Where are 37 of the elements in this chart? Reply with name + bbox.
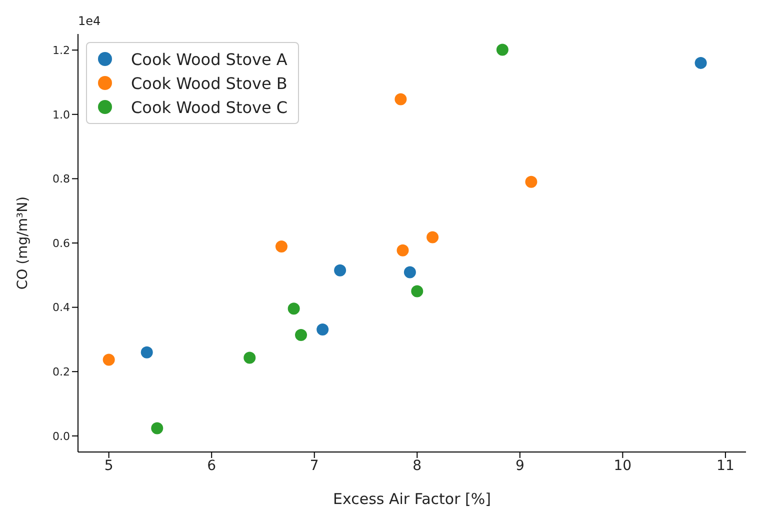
y-tick-label: 0.6 [52, 236, 70, 250]
x-tick-label: 6 [207, 458, 216, 474]
legend-label: Cook Wood Stove C [131, 98, 288, 116]
y-tick-label: 1.0 [52, 108, 70, 122]
point [394, 93, 407, 106]
point [316, 324, 329, 336]
y-tick-label: 0.2 [52, 366, 70, 379]
point [102, 354, 115, 366]
x-tick-label: 5 [104, 458, 114, 474]
point [694, 56, 707, 69]
x-tick-label: 11 [716, 458, 734, 474]
point [496, 44, 508, 56]
point [140, 346, 153, 358]
point [295, 328, 308, 341]
point [288, 302, 300, 315]
point [426, 231, 439, 244]
x-axis-title: Excess Air Factor [%] [333, 490, 491, 508]
legend-label: Cook Wood Stove A [131, 50, 288, 68]
x-tick-label: 8 [412, 458, 422, 474]
y-tick-label: 1.2 [52, 44, 70, 57]
point [525, 176, 538, 188]
y-axis-title: CO (mg/m³N) [14, 196, 31, 290]
point [396, 244, 409, 256]
x-tick-label: 10 [614, 458, 632, 474]
y-tick-label: 0.8 [52, 172, 70, 186]
y-tick-label: 0.0 [52, 430, 70, 443]
point [411, 285, 424, 298]
text: 1e4 [78, 14, 101, 28]
legend-label: Cook Wood Stove B [131, 74, 288, 92]
x-tick-label: 7 [310, 458, 319, 474]
point [151, 422, 164, 434]
point [244, 352, 256, 364]
point [275, 240, 288, 253]
x-tick-label: 9 [515, 458, 524, 474]
y-tick-label: 0.4 [52, 301, 70, 314]
point [334, 264, 346, 276]
point [404, 266, 416, 278]
